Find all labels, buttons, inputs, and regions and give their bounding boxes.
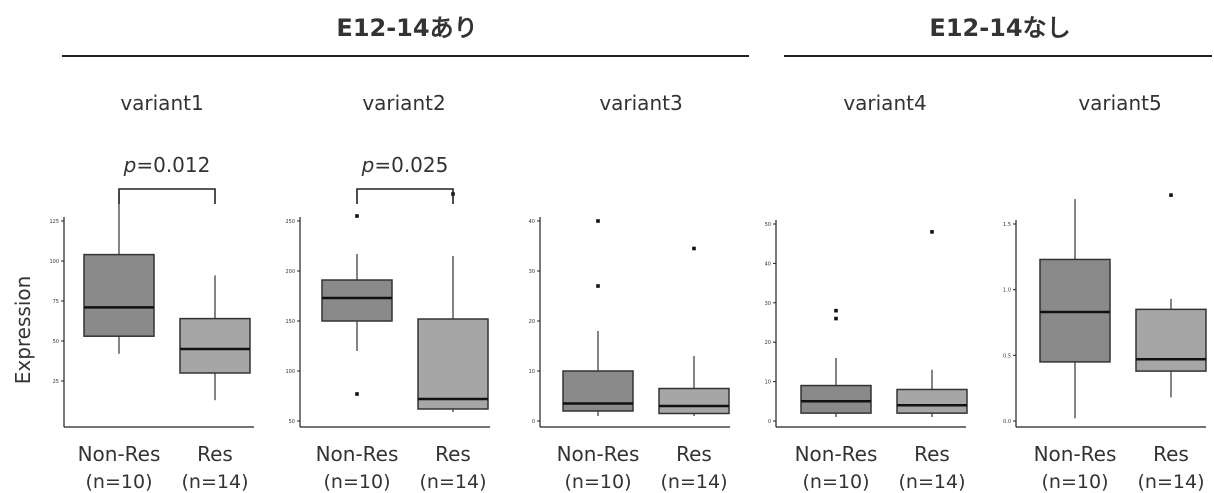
box-res xyxy=(896,230,968,418)
box-iqr xyxy=(658,387,730,415)
box-iqr xyxy=(83,253,155,337)
box-res xyxy=(417,192,489,412)
y-tick-label: 0.5 xyxy=(1003,353,1011,359)
panel-title: variant1 xyxy=(120,91,203,115)
y-tick-label: 30 xyxy=(765,301,771,307)
x-n-label: (n=14) xyxy=(661,471,728,493)
y-tick-label: 125 xyxy=(49,219,59,225)
x-n-label: (n=14) xyxy=(1138,471,1205,493)
y-tick-label: 1.5 xyxy=(1003,222,1011,228)
y-tick-label: 20 xyxy=(529,319,535,325)
y-tick-label: 1.0 xyxy=(1003,288,1011,294)
y-tick-label: 25 xyxy=(53,379,59,385)
x-n-label: (n=10) xyxy=(324,471,391,493)
p-number: =0.012 xyxy=(136,153,210,177)
x-category-label: Res xyxy=(197,442,233,466)
outlier-point xyxy=(1169,193,1173,197)
x-category-label: Non-Res xyxy=(795,442,878,466)
panel-title: variant2 xyxy=(362,91,445,115)
x-n-label: (n=10) xyxy=(86,471,153,493)
box-res xyxy=(1135,193,1207,398)
x-category-label: Non-Res xyxy=(78,442,161,466)
box-res xyxy=(658,246,730,416)
box-iqr xyxy=(417,318,489,410)
outlier-point xyxy=(355,392,359,396)
y-tick-label: 200 xyxy=(285,269,295,275)
y-tick-label: 100 xyxy=(49,259,59,265)
x-category-label: Non-Res xyxy=(316,442,399,466)
p-value-label: p=0.025 xyxy=(361,153,449,177)
box-iqr xyxy=(1039,258,1111,363)
x-category-label: Non-Res xyxy=(1034,442,1117,466)
x-category-label: Res xyxy=(676,442,712,466)
group-header-without-e12-14: E12-14なし xyxy=(929,14,1070,42)
panel-variant4: variant4 0 10 20 30 40 50 Non-Res (n=10) Res (n=14… xyxy=(765,91,968,493)
y-tick-label: 40 xyxy=(765,261,771,267)
y-tick-label: 50 xyxy=(765,222,771,228)
y-tick-label: 10 xyxy=(765,380,771,386)
y-axis-label: Expression xyxy=(11,276,35,385)
significance-bracket xyxy=(356,188,454,204)
y-tick-label: 50 xyxy=(53,339,59,345)
panel-variant5: variant5 0.0 0.5 1.0 1.5 Non-Res (n=10) Res (n=1… xyxy=(1003,91,1207,493)
y-tick-label: 10 xyxy=(529,369,535,375)
y-tick-label: 30 xyxy=(529,269,535,275)
outlier-point xyxy=(834,308,838,313)
x-category-label: Res xyxy=(914,442,950,466)
x-category-label: Non-Res xyxy=(557,442,640,466)
x-n-label: (n=10) xyxy=(565,471,632,493)
panel-title: variant3 xyxy=(599,91,682,115)
y-tick-label: 0 xyxy=(768,419,771,425)
box-iqr xyxy=(321,279,393,322)
p-symbol: p xyxy=(123,153,137,177)
box-non-res xyxy=(562,219,634,416)
x-n-label: (n=14) xyxy=(420,471,487,493)
box-non-res xyxy=(1039,199,1111,419)
box-res xyxy=(179,275,251,401)
y-tick-label: 0.0 xyxy=(1003,419,1011,425)
panel-variant2: variant2 50 100 150 200 250 Non-Res (n=10) Res (n… xyxy=(285,91,490,493)
panel-title: variant5 xyxy=(1078,91,1161,115)
outlier-point xyxy=(596,219,600,223)
outlier-point xyxy=(834,316,838,321)
x-n-label: (n=10) xyxy=(803,471,870,493)
y-tick-label: 100 xyxy=(285,369,295,375)
group-header-with-e12-14: E12-14あり xyxy=(336,14,477,42)
panel-variant1: variant1 25 50 75 100 125 Non-Res (n=10) Res (n=1… xyxy=(49,91,254,493)
outlier-point xyxy=(692,246,696,251)
x-n-label: (n=10) xyxy=(1042,471,1109,493)
box-iqr xyxy=(1135,308,1207,372)
box-iqr xyxy=(896,388,968,414)
y-tick-label: 250 xyxy=(285,219,295,225)
box-non-res xyxy=(321,214,393,396)
panel-variant3: variant3 0 10 20 30 40 Non-Res (n=10) Res (n=14) xyxy=(529,91,730,493)
p-symbol: p xyxy=(361,153,375,177)
p-number: =0.025 xyxy=(374,153,448,177)
x-category-label: Res xyxy=(1153,442,1189,466)
panel-title: variant4 xyxy=(843,91,926,115)
y-tick-label: 0 xyxy=(532,419,535,425)
x-category-label: Res xyxy=(435,442,471,466)
box-iqr xyxy=(562,370,634,412)
y-tick-label: 50 xyxy=(289,419,295,425)
significance-bracket xyxy=(118,188,216,204)
y-tick-label: 20 xyxy=(765,340,771,346)
y-tick-label: 40 xyxy=(529,219,535,225)
outlier-point xyxy=(596,284,600,288)
x-n-label: (n=14) xyxy=(899,471,966,493)
outlier-point xyxy=(355,214,359,218)
box-iqr xyxy=(800,384,872,414)
box-non-res xyxy=(83,192,155,354)
y-tick-label: 150 xyxy=(285,319,295,325)
box-non-res xyxy=(800,308,872,418)
y-tick-label: 75 xyxy=(53,299,59,305)
outlier-point xyxy=(930,230,934,234)
x-n-label: (n=14) xyxy=(182,471,249,493)
p-value-label: p=0.012 xyxy=(123,153,211,177)
box-iqr xyxy=(179,317,251,374)
